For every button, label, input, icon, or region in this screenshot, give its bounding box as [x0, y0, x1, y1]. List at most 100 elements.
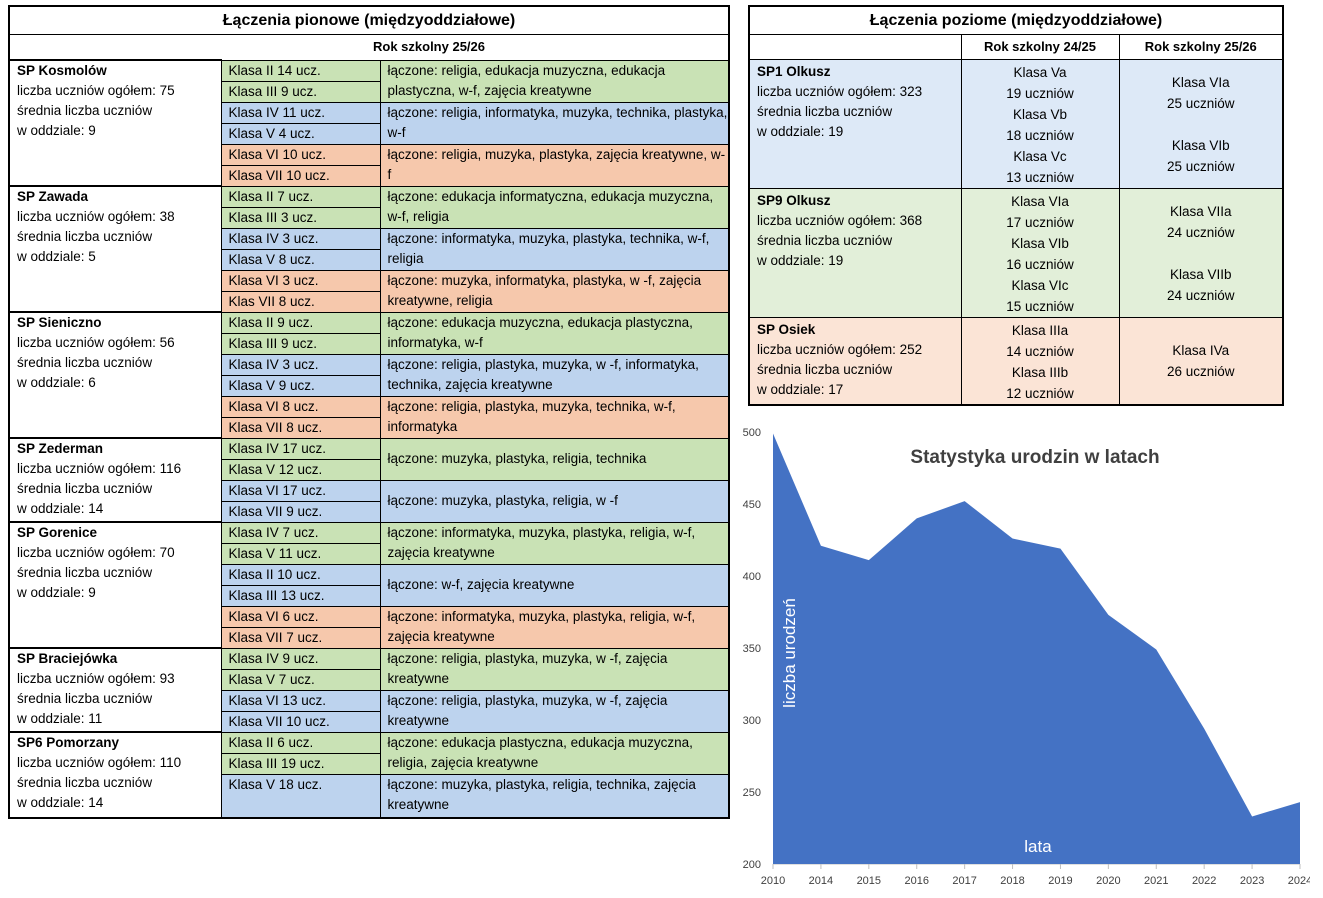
- year2-class-line: 25 uczniów: [1166, 159, 1235, 174]
- combined-subjects-cell: łączone: edukacja informatyczna, edukacj…: [379, 185, 730, 229]
- school-row: Klasa V 18 ucz. łączone: muzyka, plastyka…: [9, 773, 730, 818]
- school-info-line: średnia liczba uczniów: [17, 103, 153, 118]
- school-info-line: średnia liczba uczniów: [17, 481, 153, 496]
- combined-subjects-cell: łączone: muzyka, informatyka, plastyka, …: [379, 269, 730, 313]
- year2-class-line: Klasa VIIa: [1169, 204, 1232, 219]
- class-cell: Klasa V 11 ucz.: [220, 542, 381, 565]
- school-row: Klasa III 13 ucz.: [9, 584, 729, 607]
- school-info-line: w oddziale: 14: [17, 501, 104, 516]
- school-row: SP Kosmolów liczba uczniów ogółem: 75 śred…: [8, 59, 730, 187]
- x-axis: 2010 2014 2015 2016 2017 2018 2019 2020 2021 2022…: [761, 863, 1310, 887]
- school-row: Klasa IV 11 ucz. łączone: religia, inform…: [9, 101, 730, 145]
- school-info-line: w oddziale: 9: [17, 585, 96, 600]
- school-info-line: liczba uczniów ogółem: 116: [17, 461, 182, 476]
- school-info-line: średnia liczba uczniów: [17, 565, 153, 580]
- class-cell: Klasa VI 3 ucz.: [220, 269, 381, 292]
- school-info-line: średnia liczba uczniów: [17, 229, 153, 244]
- class-cell: Klasa VI 10 ucz.: [220, 143, 381, 166]
- year1-class-line: Klasa Va: [1013, 65, 1067, 80]
- year2-class-line: 24 uczniów: [1166, 288, 1235, 303]
- year2-classes-cell: Klasa VIIa 24 uczniów Klasa VIIb 24 ucznió…: [1118, 188, 1284, 318]
- vertical-merges-table: Łączenia pionowe (międzyoddziałowe) Rok …: [8, 5, 731, 819]
- class-cell: Klasa IV 7 ucz.: [220, 521, 381, 544]
- year1-class-line: Klasa IIIa: [1011, 323, 1069, 338]
- class-cell: Klasa III 3 ucz.: [220, 206, 381, 229]
- horizontal-school-row: SP1 Olkusz liczba uczniów ogółem: 323 śred…: [748, 59, 1284, 189]
- year2-class-line: 24 uczniów: [1166, 225, 1235, 240]
- class-cell: Klasa V 7 ucz.: [220, 668, 381, 691]
- year1-class-line: Klasa Vb: [1012, 107, 1068, 122]
- combined-subjects-cell: łączone: edukacja muzyczna, edukacja pla…: [379, 311, 730, 355]
- combined-subjects-cell: łączone: religia, plastyka, muzyka, w -f…: [379, 647, 730, 691]
- school-cell: SP Braciejówka liczba uczniów ogółem: 93 ś…: [8, 647, 222, 733]
- school-info-line: liczba uczniów ogółem: 75: [17, 83, 175, 98]
- horizontal-school-info-line: liczba uczniów ogółem: 323: [757, 84, 923, 99]
- year1-class-line: Klasa Vc: [1013, 149, 1067, 164]
- class-cell: Klasa II 10 ucz.: [220, 563, 381, 586]
- combined-subjects-cell: łączone: muzyka, plastyka, religia, tech…: [379, 773, 730, 818]
- combined-subjects-cell: łączone: religia, informatyka, muzyka, t…: [379, 101, 730, 145]
- class-cell: Klasa IV 3 ucz.: [220, 353, 381, 376]
- year1-class-line: Klasa IIIb: [1011, 365, 1069, 380]
- chart-ylabel: liczba urodzeń: [780, 598, 799, 708]
- year1-classes-cell: Klasa Va 19 uczniów Klasa Vb 18 uczniów Klas…: [960, 59, 1120, 189]
- chart-xlabel: lata: [1024, 837, 1052, 856]
- year2-class-line: Klasa IVa: [1172, 343, 1230, 358]
- class-cell: Klasa II 7 ucz.: [220, 185, 381, 208]
- class-cell: Klasa V 9 ucz.: [220, 374, 381, 397]
- school-name: SP Sieniczno: [17, 315, 102, 330]
- school-row: SP Sieniczno liczba uczniów ogółem: 56 śre…: [8, 311, 730, 439]
- school-row: Klasa V 9 ucz.: [9, 374, 729, 397]
- y-tick-label: 450: [743, 499, 761, 511]
- school-row: SP Zawada liczba uczniów ogółem: 38 średni…: [8, 185, 730, 313]
- y-tick-label: 200: [743, 859, 761, 871]
- year1-classes-cell: Klasa VIa 17 uczniów Klasa VIb 16 uczniów Kl…: [960, 188, 1120, 318]
- school-info-line: średnia liczba uczniów: [17, 355, 153, 370]
- combined-subjects-cell: łączone: muzyka, plastyka, religia, tech…: [379, 437, 730, 481]
- horizontal-merges-table: Łączenia poziome (międzyoddziałowe) Rok …: [748, 5, 1285, 406]
- y-tick-label: 400: [743, 571, 761, 583]
- school-row: Klasa V 7 ucz.: [9, 668, 729, 691]
- year2-classes-cell: Klasa VIa 25 uczniów Klasa VIb 25 uczniów: [1118, 59, 1284, 189]
- horizontal-school-name: SP1 Olkusz: [757, 64, 831, 79]
- year1-class-line: 12 uczniów: [1006, 386, 1074, 401]
- class-cell: Klasa VII 8 ucz.: [220, 416, 381, 439]
- horizontal-school-row: SP9 Olkusz liczba uczniów ogółem: 368 śred…: [748, 188, 1284, 318]
- school-row: Klasa IV 3 ucz. łączone: religia, plastyk…: [9, 353, 730, 397]
- school-row: Klasa V 11 ucz.: [9, 542, 729, 565]
- school-name: SP6 Pomorzany: [17, 735, 120, 750]
- school-info-line: średnia liczba uczniów: [17, 691, 153, 706]
- year1-classes-cell: Klasa IIIa 14 uczniów Klasa IIIb 12 uczniów: [960, 317, 1120, 406]
- class-cell: Klasa V 12 ucz.: [220, 458, 381, 481]
- year1-class-line: 17 uczniów: [1006, 215, 1074, 230]
- year1-class-line: Klasa VIa: [1011, 194, 1069, 209]
- school-row: Klasa III 3 ucz.: [9, 206, 729, 229]
- school-name: SP Braciejówka: [17, 651, 118, 666]
- school-name: SP Zederman: [17, 441, 104, 456]
- x-tick-label: 2020: [1096, 875, 1120, 887]
- class-cell: Klasa IV 9 ucz.: [220, 647, 381, 670]
- combined-subjects-cell: łączone: religia, edukacja muzyczna, edu…: [379, 59, 730, 103]
- year2-classes-cell: Klasa IVa 26 uczniów: [1118, 317, 1284, 406]
- school-info-line: liczba uczniów ogółem: 38: [17, 209, 175, 224]
- school-row: Klasa III 9 ucz.: [9, 80, 729, 103]
- school-name: SP Kosmolów: [17, 63, 107, 78]
- year2-class-line: Klasa VIa: [1171, 75, 1230, 90]
- school-info-line: w oddziale: 5: [17, 249, 96, 264]
- class-cell: Klasa VI 17 ucz.: [220, 479, 381, 502]
- combined-subjects-cell: łączone: religia, plastyka, muzyka, tech…: [379, 395, 730, 439]
- school-row: SP Braciejówka liczba uczniów ogółem: 93 ś…: [8, 647, 730, 733]
- chart-title: Statystyka urodzin w latach: [910, 447, 1159, 468]
- combined-subjects-cell: łączone: muzyka, plastyka, religia, w -f: [379, 479, 730, 523]
- school-row: Klasa VI 6 ucz. łączone: informatyka, muz…: [9, 605, 730, 649]
- horizontal-school-info-line: w oddziale: 19: [757, 124, 844, 139]
- class-cell: Klasa VII 9 ucz.: [220, 500, 381, 523]
- horizontal-school-info-line: średnia liczba uczniów: [757, 233, 893, 248]
- school-row: SP Gorenice liczba uczniów ogółem: 70 śred…: [8, 521, 730, 649]
- school-info-line: w oddziale: 14: [17, 795, 104, 810]
- horizontal-head-blank: [748, 34, 962, 60]
- year1-class-line: 14 uczniów: [1006, 344, 1074, 359]
- y-tick-label: 500: [743, 427, 761, 439]
- school-cell: SP Zawada liczba uczniów ogółem: 38 średni…: [8, 185, 222, 313]
